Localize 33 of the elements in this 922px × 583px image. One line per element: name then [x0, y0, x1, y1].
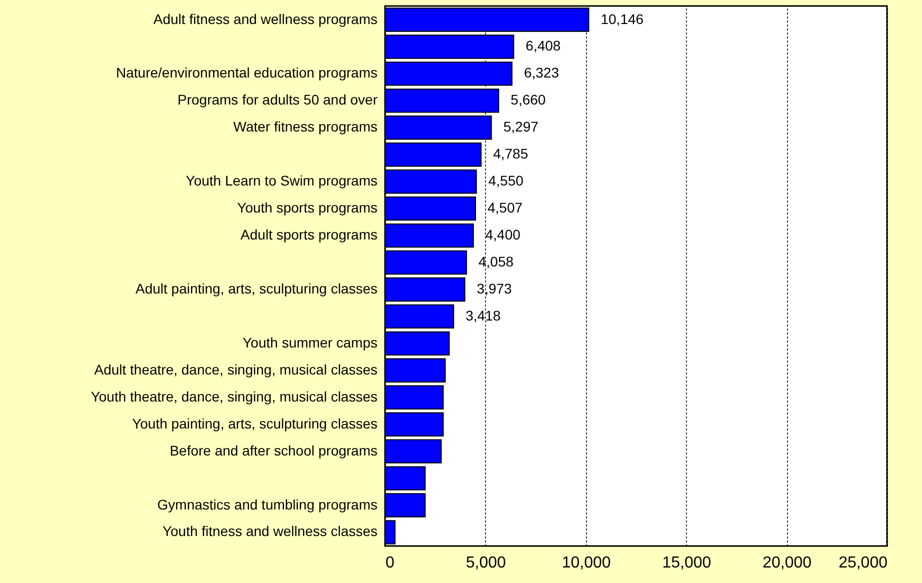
x-tick-label: 10,000 — [562, 554, 611, 572]
data-label: 4,058 — [478, 254, 514, 270]
y-tick-label: Adult theatre, dance, singing, musical classes — [94, 361, 378, 378]
data-label: 3,973 — [476, 280, 512, 296]
y-tick-label: Youth theatre, dance, singing, musical classes — [90, 388, 378, 404]
data-label: 4,785 — [493, 146, 528, 162]
y-tick-label: Gymnastics and tumbling programs — [157, 496, 378, 512]
y-tick-label: Adult sports programs — [240, 226, 378, 243]
data-label: 10,146 — [600, 10, 644, 27]
data-label: 5,660 — [510, 92, 546, 108]
y-tick-label: Youth painting, arts, sculpturing classes — [132, 415, 378, 432]
data-label: 6,408 — [526, 38, 561, 54]
y-tick-label: Nature/environmental education programs — [116, 64, 378, 81]
y-tick-label: Youth summer camps — [242, 334, 378, 350]
x-tick-label: 25,000 — [838, 554, 888, 572]
y-tick-label: Adult fitness and wellness programs — [153, 10, 378, 27]
data-label: 4,507 — [488, 200, 523, 216]
data-label: 5,297 — [503, 118, 539, 135]
x-tick-label: 0 — [386, 554, 394, 572]
y-tick-label: Youth sports programs — [237, 200, 378, 216]
data-label: 3,418 — [466, 307, 501, 324]
x-tick-label: 5,000 — [466, 554, 506, 572]
data-label: 4,400 — [485, 226, 521, 243]
data-label: 6,323 — [524, 64, 560, 81]
y-tick-label: Before and after school programs — [170, 442, 378, 458]
y-tick-label: Water fitness programs — [233, 118, 378, 135]
x-tick-label: 20,000 — [762, 554, 812, 572]
x-tick-label: 15,000 — [662, 554, 712, 572]
y-tick-label: Adult painting, arts, sculpturing classes — [135, 280, 378, 296]
y-tick-label: Programs for adults 50 and over — [178, 92, 378, 108]
y-tick-label: Youth fitness and wellness classes — [162, 523, 378, 540]
data-label: 4,550 — [488, 172, 524, 189]
y-tick-label: Youth Learn to Swim programs — [186, 172, 378, 189]
